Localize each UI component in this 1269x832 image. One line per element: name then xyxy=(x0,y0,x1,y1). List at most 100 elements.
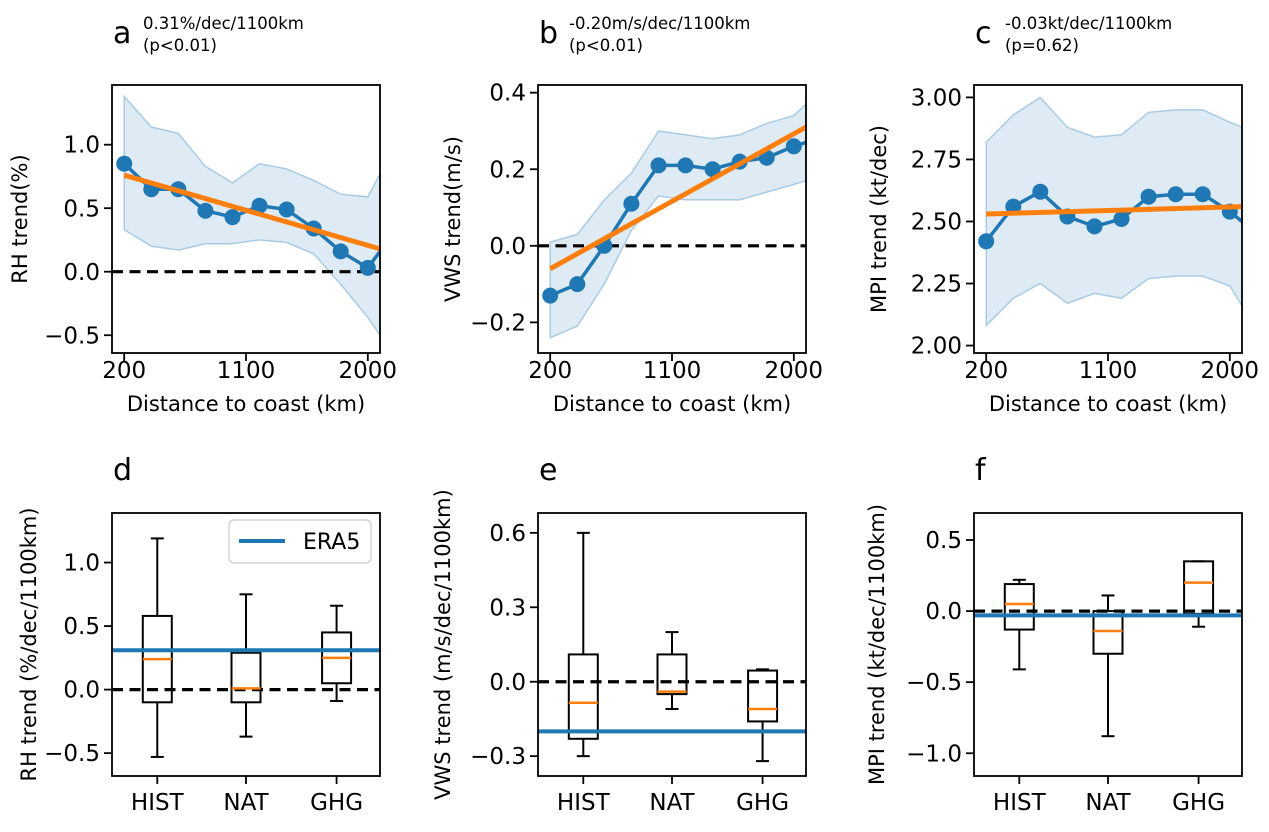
boxplot-nat xyxy=(1092,594,1124,738)
data-point xyxy=(197,202,214,219)
category-label: NAT xyxy=(1085,790,1131,816)
iqr-box xyxy=(1003,583,1035,631)
data-point xyxy=(1113,211,1130,227)
y-tick-label: 0.4 xyxy=(489,81,526,107)
boxplot-hist xyxy=(141,537,173,758)
data-point xyxy=(1005,198,1022,215)
data-point xyxy=(1194,186,1211,203)
panel-annotation-trend: -0.20m/s/dec/1100km xyxy=(569,14,750,33)
y-tick-label: 3.00 xyxy=(911,85,962,111)
iqr-box xyxy=(567,653,599,740)
y-tick-label: 2.00 xyxy=(911,334,962,360)
data-point xyxy=(278,201,295,218)
x-axis-label: Distance to coast (km) xyxy=(127,392,365,416)
data-point xyxy=(1032,183,1049,200)
data-point xyxy=(332,243,349,260)
boxplot-nat xyxy=(230,593,262,738)
x-axis-label: Distance to coast (km) xyxy=(989,392,1227,416)
iqr-box xyxy=(230,651,262,704)
y-axis-label: VWS trend(m/s) xyxy=(441,136,465,302)
panel-annotation-pvalue: (p=0.62) xyxy=(1005,36,1079,55)
data-point xyxy=(978,233,995,250)
category-label: GHG xyxy=(310,790,363,816)
y-tick-label: 1.0 xyxy=(63,551,100,577)
x-tick-label: 2000 xyxy=(1201,358,1260,384)
panel-f: HIST NAT GHG f −1.0 −0.5 0.0 0.5 MPI trend (kt/d… xyxy=(865,453,1243,816)
category-label: NAT xyxy=(649,790,695,816)
y-tick-label: 0.5 xyxy=(63,196,100,222)
panel-c: 200 1100 2000 Distance to coast (km) c -0.03k… xyxy=(867,14,1259,416)
data-point xyxy=(704,161,721,178)
category-label: GHG xyxy=(1172,790,1225,816)
panel-annotation-trend: -0.03kt/dec/1100km xyxy=(1005,14,1172,33)
axes-frame xyxy=(111,84,381,354)
y-tick-label: −0.3 xyxy=(470,744,526,770)
legend-box xyxy=(228,519,372,564)
y-tick-label: 2.50 xyxy=(911,210,962,236)
boxplot-hist xyxy=(567,531,599,758)
data-point xyxy=(650,157,667,174)
y-axis-label: MPI trend (kt/dec/1100km) xyxy=(865,504,889,785)
trend-line xyxy=(123,172,381,252)
panel-letter: f xyxy=(975,453,987,488)
x-tick-label: 2000 xyxy=(339,358,398,384)
data-point xyxy=(251,197,268,214)
data-point xyxy=(542,287,559,304)
panel-annotation-pvalue: (p<0.01) xyxy=(143,36,217,55)
y-tick-label: 0.0 xyxy=(489,234,526,260)
axes-frame xyxy=(537,84,807,354)
panel-letter: b xyxy=(539,16,558,51)
y-tick-label: −0.5 xyxy=(44,323,100,349)
y-tick-label: 0.5 xyxy=(63,614,100,640)
panel-b: 200 1100 2000 Distance to coast (km) b -0.20m… xyxy=(441,14,823,416)
y-tick-label: −0.5 xyxy=(906,670,962,696)
category-label: NAT xyxy=(223,790,269,816)
data-point xyxy=(359,259,376,276)
data-point xyxy=(623,195,640,212)
boxplot-ghg xyxy=(321,604,353,703)
y-tick-label: 1.0 xyxy=(63,133,100,159)
x-axis-label: Distance to coast (km) xyxy=(553,392,791,416)
iqr-box xyxy=(656,653,688,696)
axes-frame xyxy=(537,512,807,777)
category-label: HIST xyxy=(131,790,185,816)
y-tick-label: 0.0 xyxy=(63,260,100,286)
x-tick-label: 1100 xyxy=(217,358,276,384)
category-label: HIST xyxy=(993,790,1047,816)
y-tick-label: 0.0 xyxy=(925,599,962,625)
category-label: HIST xyxy=(557,790,611,816)
trend-line xyxy=(986,204,1243,217)
data-point xyxy=(1086,218,1103,235)
panel-annotation-trend: 0.31%/dec/1100km xyxy=(143,14,304,33)
y-tick-label: −0.5 xyxy=(44,741,100,767)
y-tick-label: −1.0 xyxy=(906,741,962,767)
panel-letter: a xyxy=(113,16,131,51)
panel-letter: c xyxy=(975,16,992,51)
iqr-box xyxy=(1092,610,1124,655)
trend-line xyxy=(548,124,808,271)
x-tick-label: 200 xyxy=(102,358,146,384)
x-tick-label: 200 xyxy=(528,358,572,384)
iqr-box xyxy=(747,669,779,723)
x-tick-label: 200 xyxy=(964,358,1008,384)
y-axis-label: VWS trend (m/s/dec/1100km) xyxy=(431,489,455,800)
panel-d: HIST NAT GHG ERA5 d −0.5 0.0 0.5 1.0 RH trend (%/… xyxy=(17,453,381,816)
axes-frame xyxy=(111,512,381,777)
panel-letter: d xyxy=(113,453,132,488)
axes-frame xyxy=(973,512,1243,777)
data-point xyxy=(224,209,241,226)
x-tick-label: 1100 xyxy=(643,358,702,384)
y-tick-label: 0.0 xyxy=(489,670,526,696)
panel-a: 200 1100 2000 Distance to coast (km) a 0.31%/… xyxy=(8,14,397,416)
data-point xyxy=(677,157,694,174)
panel-e: HIST NAT GHG e −0.3 0.0 0.3 0.6 VWS trend (m/s/d… xyxy=(431,453,807,816)
x-tick-label: 2000 xyxy=(765,358,824,384)
y-tick-label: 2.75 xyxy=(911,147,962,173)
data-point xyxy=(1140,188,1157,205)
data-point xyxy=(116,155,133,172)
data-point xyxy=(785,138,802,155)
data-point xyxy=(1167,186,1184,203)
